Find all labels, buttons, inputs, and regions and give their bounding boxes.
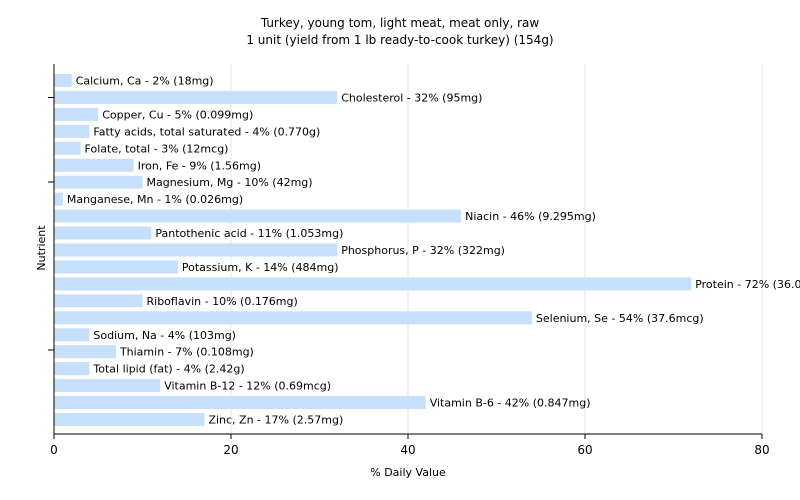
bar-label: Niacin - 46% (9.295mg) <box>465 210 596 223</box>
chart-title: Turkey, young tom, light meat, meat only… <box>260 16 540 30</box>
bar <box>54 209 462 223</box>
bar <box>54 311 532 325</box>
bar-label: Riboflavin - 10% (0.176mg) <box>147 295 298 308</box>
bar-label: Pantothenic acid - 11% (1.053mg) <box>155 227 343 240</box>
bar-label: Total lipid (fat) - 4% (2.42g) <box>92 363 244 376</box>
x-axis-title: % Daily Value <box>370 466 446 479</box>
bar <box>54 107 99 121</box>
bar-label: Thiamin - 7% (0.108mg) <box>119 346 254 359</box>
bar <box>54 260 178 274</box>
x-tick-label: 40 <box>400 443 415 457</box>
bar-label: Vitamin B-6 - 42% (0.847mg) <box>430 397 591 410</box>
bar-label: Manganese, Mn - 1% (0.026mg) <box>67 193 243 206</box>
x-tick-label: 80 <box>754 443 769 457</box>
bar-label: Potassium, K - 14% (484mg) <box>182 261 339 274</box>
bar-label: Calcium, Ca - 2% (18mg) <box>76 75 214 88</box>
bar-label: Folate, total - 3% (12mcg) <box>85 142 229 155</box>
bar-label: Magnesium, Mg - 10% (42mg) <box>147 176 313 189</box>
bar-label: Selenium, Se - 54% (37.6mcg) <box>536 312 704 325</box>
bar <box>54 345 116 359</box>
y-axis-title: Nutrient <box>35 225 48 271</box>
x-tick-label: 0 <box>50 443 58 457</box>
bar-label: Phosphorus, P - 32% (322mg) <box>341 244 505 257</box>
bar <box>54 158 134 172</box>
bars: Calcium, Ca - 2% (18mg) Cholesterol - 32%… <box>54 74 800 427</box>
bar <box>54 226 152 240</box>
chart-subtitle: 1 unit (yield from 1 lb ready-to-cook tu… <box>246 33 553 47</box>
bar <box>54 74 72 87</box>
bar <box>54 413 205 426</box>
bar <box>54 90 338 104</box>
bar-label: Cholesterol - 32% (95mg) <box>341 91 482 104</box>
bar <box>54 141 81 155</box>
bar <box>54 379 161 393</box>
bar <box>54 243 338 257</box>
bar <box>54 328 90 342</box>
axes <box>48 64 763 439</box>
bar <box>54 277 692 291</box>
x-tick-label: 20 <box>223 443 238 457</box>
bar-label: Zinc, Zn - 17% (2.57mg) <box>208 414 343 427</box>
bar <box>54 362 90 376</box>
bar <box>54 124 90 138</box>
bar <box>54 192 63 206</box>
bar <box>54 396 426 410</box>
x-tick-labels: 0 20 40 60 80 <box>50 443 769 457</box>
bar-label: Sodium, Na - 4% (103mg) <box>93 329 236 342</box>
bar-label: Vitamin B-12 - 12% (0.69mcg) <box>164 380 331 393</box>
bar-label: Fatty acids, total saturated - 4% (0.770… <box>93 125 320 138</box>
bar <box>54 175 143 189</box>
bar-label: Copper, Cu - 5% (0.099mg) <box>102 108 253 121</box>
bar-label: Iron, Fe - 9% (1.56mg) <box>138 159 261 172</box>
bar <box>54 294 143 308</box>
bar-label: Protein - 72% (36.08g) <box>695 278 800 291</box>
x-tick-label: 60 <box>577 443 592 457</box>
